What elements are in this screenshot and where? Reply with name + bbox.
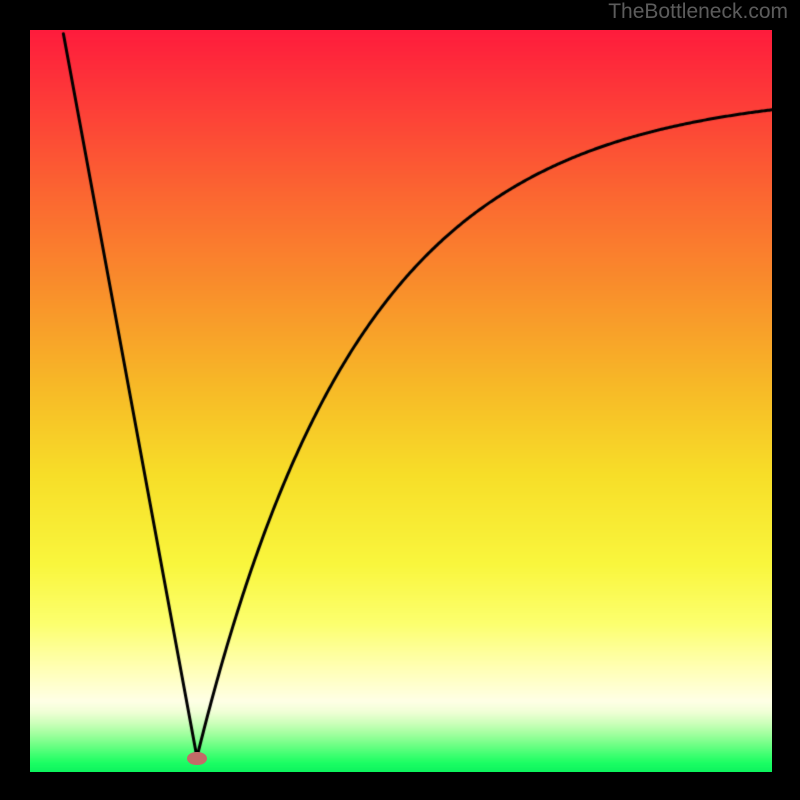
chart-canvas	[30, 30, 772, 772]
chart-frame: TheBottleneck.com	[0, 0, 800, 800]
plot-area	[30, 30, 772, 772]
minimum-marker-icon	[187, 752, 206, 765]
watermark-text: TheBottleneck.com	[608, 0, 788, 24]
